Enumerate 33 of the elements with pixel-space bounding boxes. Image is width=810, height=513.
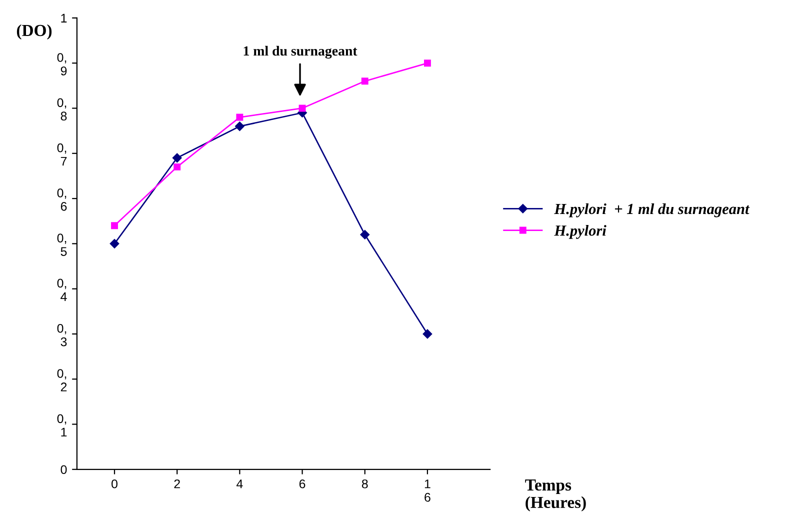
point — [361, 78, 368, 85]
y-tick-label: 0, 3 — [57, 324, 67, 346]
x-tick-label: 4 — [236, 480, 243, 488]
point — [172, 153, 182, 163]
legend-label: H.pylori + 1 ml du surnageant — [554, 203, 750, 218]
x-axis-title: Temps (Heures) — [525, 480, 586, 512]
point — [111, 222, 118, 230]
y-tick-label: 1 — [61, 14, 67, 22]
point — [424, 60, 431, 67]
x-tick-label: 8 — [362, 479, 368, 488]
point — [422, 329, 432, 339]
y-tick-label: 0, 1 — [57, 414, 67, 436]
point — [360, 230, 370, 240]
y-tick-label: 0, 2 — [57, 369, 67, 392]
y-axis-title: (DO) — [16, 24, 52, 40]
y-tick-label: 0, 5 — [57, 234, 67, 256]
legend-label: H.pylori — [554, 225, 606, 239]
point — [236, 114, 244, 121]
point — [298, 104, 306, 112]
y-tick-label: 0 — [60, 465, 67, 474]
y-tick-label: 0, 9 — [57, 53, 67, 76]
x-tick-label: 1 6 — [424, 480, 430, 502]
y-tick-label: 0, 7 — [57, 143, 67, 166]
point — [174, 163, 181, 170]
point — [235, 122, 244, 131]
y-tick-label: 0, 8 — [57, 98, 67, 121]
y-tick-label: 0, 6 — [57, 188, 67, 211]
y-tick-label: 0, 4 — [57, 278, 67, 301]
x-tick-label: 0 — [112, 479, 118, 488]
x-tick-label: 2 — [174, 479, 180, 488]
x-tick-label: 6 — [299, 479, 306, 488]
annotation: 1 ml du surnageant — [244, 46, 358, 59]
point — [110, 239, 120, 248]
